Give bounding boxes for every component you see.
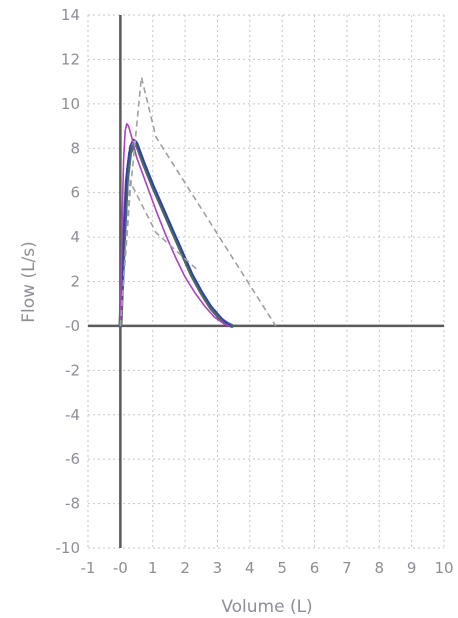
x-tick-label-4: 3: [213, 559, 223, 577]
y-tick-label-11: -8: [65, 495, 80, 513]
series-line-2: [119, 123, 230, 327]
x-tick-label-11: 10: [434, 559, 453, 577]
grid: [87, 14, 445, 549]
y-tick-label-7: -0: [65, 317, 80, 335]
x-tick-label-3: 2: [180, 559, 190, 577]
x-tick-label-8: 7: [342, 559, 352, 577]
y-tick-label-3: 8: [70, 139, 80, 157]
x-tick-label-1: -0: [113, 559, 128, 577]
series-line-0: [118, 141, 234, 328]
x-tick-label-10: 9: [407, 559, 417, 577]
y-tick-label-5: 4: [70, 228, 80, 246]
x-tick-label-6: 5: [277, 559, 287, 577]
series-group: [118, 77, 277, 328]
series-line-1: [119, 138, 232, 327]
y-tick-label-8: -2: [65, 361, 80, 379]
y-tick-label-6: 2: [70, 273, 80, 291]
x-tick-labels: -1 -0 1 2 3 4 5 6 7 8 9 10: [81, 559, 454, 577]
x-tick-label-9: 8: [374, 559, 384, 577]
y-tick-label-0: 14: [61, 6, 80, 24]
y-tick-labels: 14 12 10 8 6 4 2 -0 -2 -4 -6 -8 -10: [56, 6, 81, 557]
x-tick-label-5: 4: [245, 559, 255, 577]
x-tick-label-7: 6: [310, 559, 320, 577]
x-tick-label-2: 1: [148, 559, 158, 577]
zero-axes: [88, 15, 444, 548]
series-line-4: [119, 178, 199, 326]
x-tick-label-0: -1: [81, 559, 96, 577]
x-axis-title: Volume (L): [221, 597, 312, 617]
y-tick-label-12: -10: [56, 539, 81, 557]
y-tick-label-10: -6: [65, 450, 80, 468]
y-tick-label-1: 12: [61, 50, 80, 68]
y-tick-label-2: 10: [61, 95, 80, 113]
y-tick-label-9: -4: [65, 406, 80, 424]
y-axis-title: Flow (L/s): [19, 241, 39, 323]
y-tick-label-4: 6: [70, 184, 80, 202]
series-line-3: [119, 77, 277, 327]
